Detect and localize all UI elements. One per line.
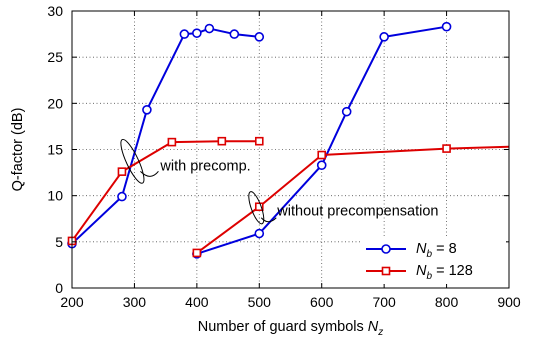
point-nb8-0-400: [192, 28, 202, 38]
point-nb128-1-600: [317, 150, 327, 160]
annotation-ellipse-with-precomp: [120, 138, 145, 184]
point-nb8-0-280: [117, 191, 127, 202]
x-axis-label-var: N: [368, 319, 379, 335]
y-tick-label-30: 30: [47, 3, 63, 19]
legend: Nb = 8 Nb = 128: [360, 236, 506, 284]
legend-rest-nb8: = 8: [432, 241, 457, 257]
legend-marker-nb128: [381, 266, 391, 276]
point-nb8-1-600: [316, 160, 327, 170]
annotation-leader-without-precomp: [260, 217, 277, 223]
y-tick-label-20: 20: [47, 95, 63, 111]
point-nb8-1-500: [254, 228, 265, 239]
legend-sub-nb128: b: [426, 271, 432, 282]
legend-entry-nb128: Nb = 128: [366, 263, 473, 282]
series-line-nb8-1: [196, 25, 447, 255]
legend-var-nb128: N: [416, 263, 427, 279]
legend-background: [360, 236, 506, 284]
point-nb8-0-460: [229, 29, 240, 39]
point-nb8-0-380: [179, 29, 190, 39]
series-layer: [67, 21, 510, 259]
legend-var-nb8: N: [416, 241, 427, 257]
x-tick-label-300: 300: [123, 294, 147, 310]
point-nb128-1-500: [254, 202, 264, 212]
legend-entry-nb8: Nb = 8: [366, 241, 457, 260]
y-tick-label-10: 10: [47, 188, 63, 204]
point-nb128-0-280: [117, 167, 127, 176]
x-tick-label-500: 500: [248, 294, 272, 310]
point-nb8-0-420: [204, 23, 215, 34]
x-tick-label-200: 200: [60, 294, 84, 310]
annotation-ellipse-without-precomp: [248, 191, 265, 225]
tick-labels: 200 300 400 500 600 700 800 900 0 5 10 15 20 25 30: [47, 3, 520, 310]
point-nb8-1-640: [341, 106, 352, 117]
point-nb8-0-500: [254, 32, 265, 42]
series-line-nb128-0: [71, 140, 260, 242]
annotation-with-precomp: with precomp.: [159, 158, 250, 174]
point-nb128-0-360: [167, 137, 177, 147]
point-nb128-1-400: [192, 248, 202, 258]
y-axis-label: Q-factor (dB): [10, 108, 26, 192]
x-tick-label-400: 400: [185, 294, 209, 310]
y-tick-label-5: 5: [55, 234, 63, 250]
x-tick-label-700: 700: [372, 294, 396, 310]
x-axis-label-text: Number of guard symbols: [198, 319, 368, 335]
point-nb128-0-500: [254, 136, 264, 146]
point-nb8-1-800: [441, 21, 452, 32]
y-tick-label-0: 0: [55, 280, 63, 296]
legend-rest-nb128: = 128: [432, 263, 473, 279]
series-nb128: [67, 136, 510, 258]
point-nb128-1-800: [442, 144, 451, 153]
series-line-nb8-0: [71, 27, 260, 245]
point-nb8-0-320: [142, 104, 152, 115]
x-tick-label-900: 900: [497, 294, 521, 310]
x-tick-label-800: 800: [435, 294, 459, 310]
legend-label-nb128: Nb = 128: [416, 263, 473, 282]
legend-marker-nb8: [381, 244, 391, 254]
x-axis-label-sub: z: [377, 327, 383, 338]
x-tick-label-600: 600: [310, 294, 334, 310]
legend-label-nb8: Nb = 8: [416, 241, 457, 260]
annotation-leader-with-precomp: [140, 170, 159, 177]
legend-sub-nb8: b: [426, 249, 432, 260]
x-axis-label: Number of guard symbols Nz: [198, 319, 384, 338]
annotation-layer: with precomp. without precompensation: [120, 138, 439, 225]
y-tick-label-25: 25: [47, 49, 63, 65]
annotation-without-precomp: without precompensation: [276, 204, 438, 220]
point-nb8-1-700: [379, 32, 389, 42]
y-tick-label-15: 15: [47, 142, 63, 158]
point-nb128-0-440: [217, 136, 227, 146]
